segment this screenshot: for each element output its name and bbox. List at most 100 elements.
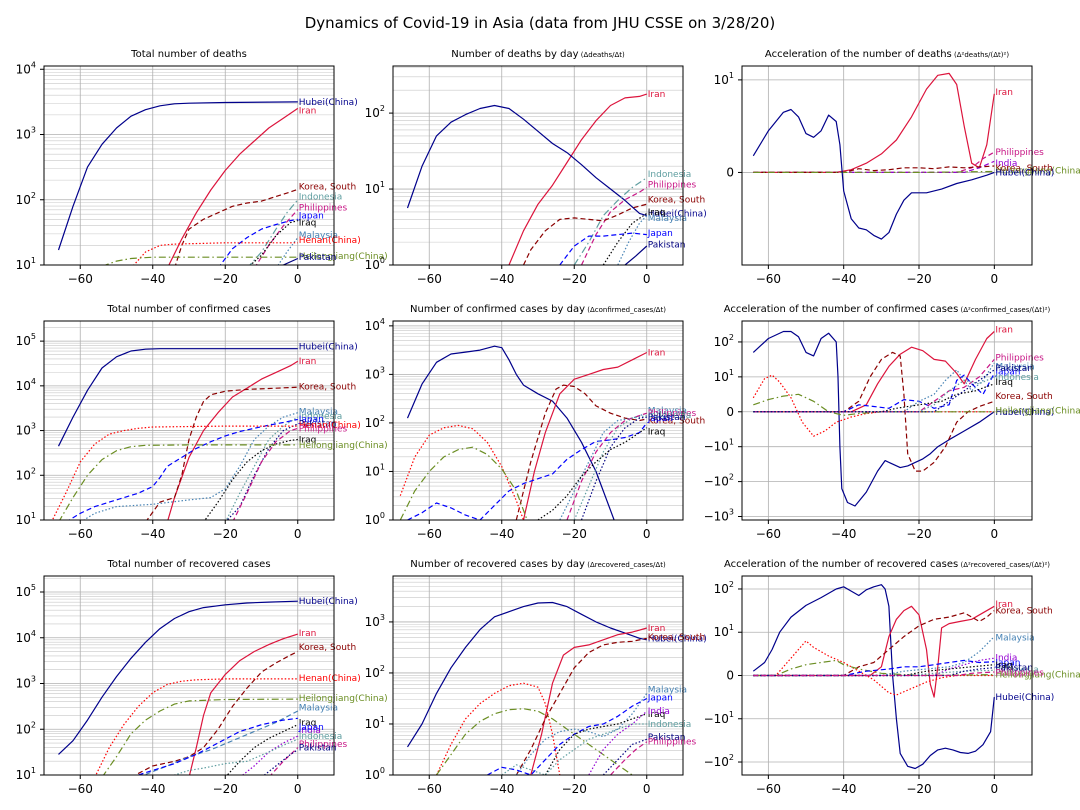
series-line <box>68 418 298 520</box>
series-label: Indonesia <box>648 720 692 730</box>
series-label: Heilongjiang(China) <box>299 441 388 451</box>
series-line <box>753 170 995 173</box>
series-line <box>204 438 298 520</box>
y-tick-label: 103 <box>16 126 36 142</box>
series-line <box>753 362 995 413</box>
series-label: Philippines <box>299 740 348 750</box>
series-label: Japan <box>994 659 1020 669</box>
series-label: Indonesia <box>648 170 692 180</box>
series-line <box>753 669 995 677</box>
y-tick-label: 100 <box>365 511 385 527</box>
series-label: Malaysia <box>299 231 338 241</box>
series-label: Iran <box>299 629 317 639</box>
subplot-5: 100 101 102 103 104 −60 −40 −20 0 Iran Korea, Sout… <box>365 304 706 541</box>
x-tick-label: −40 <box>140 782 165 796</box>
series-group <box>58 600 299 775</box>
series-line <box>544 713 647 775</box>
series-label: Japan <box>994 368 1020 378</box>
subplot-title: Acceleration of the number of deaths (Δ²… <box>765 49 1009 60</box>
x-tick-label: −40 <box>489 527 514 541</box>
y-tick-label: 0 <box>726 165 734 179</box>
series-line <box>753 72 995 173</box>
series-line <box>435 682 561 775</box>
x-tick-label: −40 <box>140 527 165 541</box>
subplot-8: 100 101 102 103 −60 −40 −20 0 Hubei(China)IranKo… <box>365 559 707 796</box>
series-line <box>610 741 648 775</box>
series-label: Indonesia <box>995 373 1039 383</box>
series-line <box>51 425 298 520</box>
series-label: Pakistan <box>648 240 686 250</box>
series-label: Korea, South <box>995 164 1052 174</box>
plot-frame <box>392 65 684 266</box>
series-line <box>226 724 299 775</box>
series-line <box>753 640 995 696</box>
series-label: Hubei(China) <box>299 98 358 108</box>
series-label: Philippines <box>648 737 697 747</box>
y-tick-label: 100 <box>365 256 385 272</box>
x-tick-label: −60 <box>417 272 442 286</box>
x-tick-label: −20 <box>906 782 931 796</box>
series-label: Hubei(China) <box>648 634 707 644</box>
series-label: Korea, South <box>648 633 705 643</box>
series-line <box>566 412 647 520</box>
series-line <box>249 220 298 265</box>
series-label: Pakistan <box>299 419 337 429</box>
series-label: Korea, South <box>299 183 356 193</box>
series-label: Pakistan <box>299 744 337 754</box>
series-label: Iran <box>299 106 317 116</box>
series-line <box>752 108 995 240</box>
series-line <box>255 209 299 265</box>
subplot-9: 102 101 0 −101 −102 −60 −40 −20 0 Hubei(China) Ira… <box>704 559 1080 796</box>
series-line <box>134 650 299 775</box>
y-tick-label: 100 <box>365 766 385 782</box>
x-tick-label: −60 <box>756 527 781 541</box>
subplot-title: Total number of deaths <box>130 49 247 60</box>
series-label: Korea, South <box>648 417 705 427</box>
series-label: India <box>995 653 1017 663</box>
series-group <box>752 72 995 240</box>
series-line <box>522 351 648 520</box>
series-line <box>136 717 298 775</box>
series-line <box>168 107 299 265</box>
series-line <box>501 723 647 775</box>
y-tick-label: 104 <box>365 317 385 333</box>
subplot-title: Number of recovered cases by day (Δrecov… <box>410 559 666 570</box>
y-tick-label: −101 <box>704 438 734 454</box>
series-label: Philippines <box>299 424 348 434</box>
figure-title: Dynamics of Covid-19 in Asia (data from … <box>305 14 776 32</box>
y-tick-label: 101 <box>16 256 36 272</box>
series-line <box>753 659 995 677</box>
subplot-title: Number of deaths by day (Δdeaths/Δt) <box>451 49 625 60</box>
series-line <box>133 242 298 265</box>
y-tick-label: −102 <box>704 473 734 489</box>
series-label: Philippines <box>995 668 1044 678</box>
series-line <box>752 374 995 437</box>
series-label: Iran <box>299 357 317 367</box>
series-line <box>508 93 647 265</box>
series-label: Japan <box>647 693 673 703</box>
series-label: Iraq <box>299 436 317 446</box>
y-tick-label: 103 <box>365 613 385 629</box>
series-line <box>219 218 298 265</box>
series-line <box>515 693 648 775</box>
series-line <box>146 386 298 520</box>
x-tick-label: −60 <box>417 782 442 796</box>
series-label: Iraq <box>299 219 317 229</box>
series-label: Hubei(China) <box>995 693 1054 703</box>
series-line <box>753 671 995 677</box>
x-tick-label: 0 <box>643 527 651 541</box>
series-label: Korea, South <box>995 607 1052 617</box>
series-label: Iraq <box>648 428 666 438</box>
y-tick-label: 0 <box>726 669 734 683</box>
series-line <box>232 427 298 520</box>
series-line <box>406 104 647 217</box>
plot-frame <box>741 575 1033 776</box>
y-tick-label: 102 <box>714 580 734 596</box>
y-tick-label: 102 <box>365 104 385 120</box>
series-group <box>57 101 299 265</box>
x-tick-label: −40 <box>831 782 856 796</box>
x-tick-label: −40 <box>489 782 514 796</box>
y-tick-label: 103 <box>365 365 385 381</box>
series-line <box>753 383 995 413</box>
x-tick-label: 0 <box>643 272 651 286</box>
